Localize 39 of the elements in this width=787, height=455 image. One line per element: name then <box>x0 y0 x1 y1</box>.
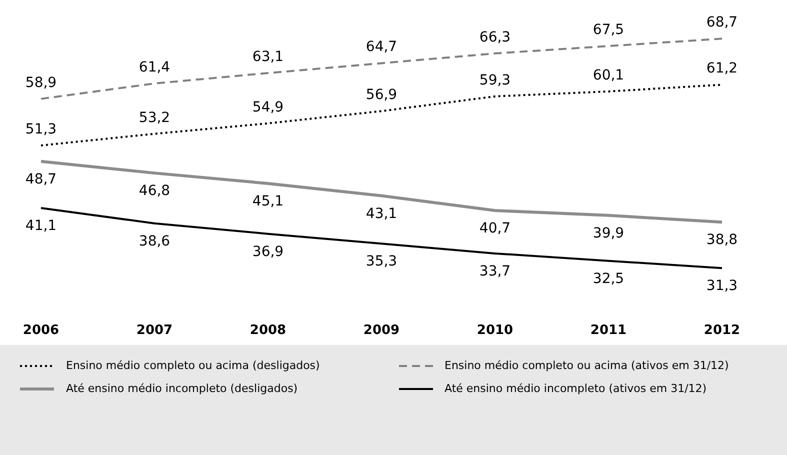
legend-label: Até ensino médio incompleto (ativos em 31/12) <box>444 382 707 395</box>
data-label: 53,2 <box>138 110 170 126</box>
legend-label: Ensino médio completo ou acima (desligados) <box>66 359 320 372</box>
data-label: 54,9 <box>252 99 284 116</box>
data-label: 67,5 <box>592 22 624 38</box>
x-tick-label: 2011 <box>590 323 627 338</box>
data-label: 32,5 <box>592 270 624 287</box>
data-label: 60,1 <box>592 67 624 84</box>
data-label: 66,3 <box>479 29 511 46</box>
data-label: 38,6 <box>138 233 170 250</box>
data-label: 48,7 <box>25 171 57 188</box>
data-label: 68,7 <box>706 14 738 31</box>
data-label: 31,3 <box>706 278 738 294</box>
data-label: 56,9 <box>366 87 398 104</box>
data-label: 64,7 <box>366 39 398 56</box>
data-label: 43,1 <box>366 206 398 222</box>
data-label: 39,9 <box>592 225 624 242</box>
data-label: 58,9 <box>25 74 57 91</box>
x-tick-label: 2006 <box>22 323 60 338</box>
data-label: 51,3 <box>25 121 57 138</box>
data-label: 63,1 <box>252 49 284 66</box>
data-label: 59,3 <box>479 72 511 88</box>
data-label: 35,3 <box>366 254 398 270</box>
data-label: 41,1 <box>25 218 57 234</box>
data-label: 45,1 <box>252 194 284 210</box>
data-label: 40,7 <box>479 220 511 236</box>
data-label: 38,8 <box>706 232 738 248</box>
data-label: 46,8 <box>138 183 170 200</box>
x-tick-label: 2009 <box>363 323 400 338</box>
data-label: 33,7 <box>479 263 511 280</box>
data-label: 61,2 <box>706 60 738 77</box>
x-tick-label: 2007 <box>136 323 173 338</box>
data-label: 61,4 <box>138 59 170 76</box>
data-label: 36,9 <box>252 244 284 260</box>
x-tick-label: 2012 <box>704 323 740 338</box>
legend-label: Ensino médio completo ou acima (ativos em 31/12) <box>444 359 729 372</box>
legend-label: Até ensino médio incompleto (desligados) <box>66 382 298 395</box>
x-tick-label: 2008 <box>250 323 286 338</box>
x-tick-label: 2010 <box>476 323 514 338</box>
